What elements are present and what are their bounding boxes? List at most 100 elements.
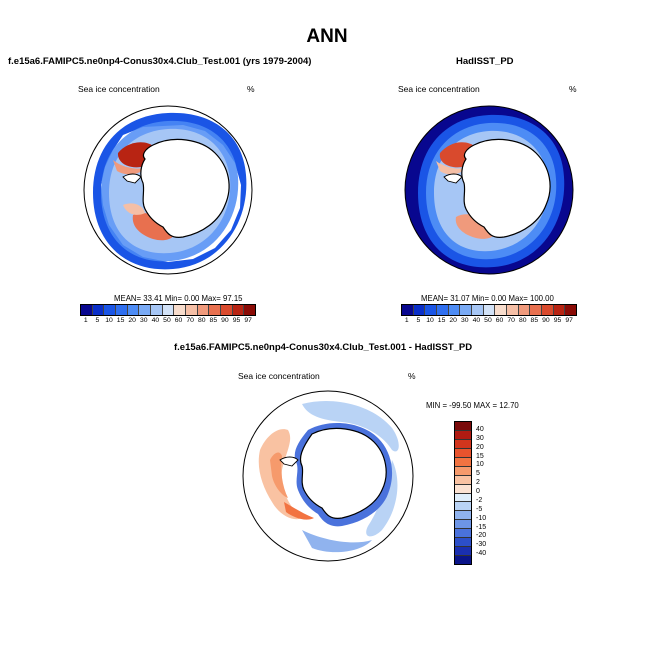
colorbar-tick-label: 80 [197,317,206,324]
colorbar-tick-label: 97 [565,317,573,324]
colorbar-swatch [460,305,473,315]
colorbar-swatch [197,305,210,315]
colorbar-tick-label: 10 [105,317,113,324]
diff-panel-title: f.e15a6.FAMIPC5.ne0np4-Conus30x4.Club_Te… [174,342,473,353]
colorbar-tick-label: 5 [416,317,421,324]
colorbar-tick-label: 80 [518,317,527,324]
colorbar-swatch [162,305,175,315]
colorbar-tick-label: 40 [476,425,484,433]
colorbar-swatch [472,305,484,315]
colorbar-swatch [116,305,128,315]
colorbar-tick-label: 97 [244,317,252,324]
colorbar-swatch [413,305,426,315]
colorbar-tick-label: -15 [476,523,487,531]
colorbar-swatch [455,466,471,476]
main-title: ANN [306,26,348,47]
obs-colorbar [401,304,577,316]
colorbar-swatch [455,538,471,548]
colorbar-swatch [507,305,519,315]
colorbar-swatch [139,305,152,315]
diff-units-label: % [408,371,416,381]
colorbar-swatch [455,475,471,485]
colorbar-swatch [542,305,554,315]
colorbar-swatch [455,439,471,449]
colorbar-tick-label: 70 [507,317,515,324]
colorbar-swatch [455,484,471,494]
colorbar-swatch [455,529,471,539]
colorbar-swatch [530,305,543,315]
obs-variable-label: Sea ice concentration [398,84,480,94]
colorbar-swatch [455,430,471,440]
colorbar-tick-label: 70 [186,317,194,324]
colorbar-swatch [127,305,140,315]
colorbar-swatch [455,502,471,512]
colorbar-tick-label: 1 [83,317,88,324]
colorbar-tick-label: 30 [139,317,148,324]
colorbar-swatch [455,511,471,521]
colorbar-tick-label: -40 [476,550,487,558]
model-polar-map [83,105,253,275]
colorbar-tick-label: 50 [163,317,171,324]
colorbar-swatch [151,305,163,315]
colorbar-tick-label: 30 [476,434,484,442]
colorbar-tick-label: -2 [476,496,483,504]
obs-antarctica [461,138,551,238]
model-variable-label: Sea ice concentration [78,84,160,94]
colorbar-tick-label: 0 [476,488,480,495]
colorbar-swatch [518,305,531,315]
colorbar-swatch [437,305,449,315]
colorbar-swatch [455,422,471,431]
colorbar-tick-label: 10 [476,461,484,469]
colorbar-tick-label: 95 [553,317,562,324]
colorbar-swatch [455,493,471,503]
colorbar-swatch [455,556,471,564]
colorbar-swatch [565,305,577,315]
colorbar-tick-label: -5 [476,505,483,513]
colorbar-swatch [209,305,222,315]
model-units-label: % [247,84,255,94]
colorbar-tick-label: 15 [437,317,446,324]
colorbar-tick-label: 15 [476,452,484,460]
model-antarctica [140,138,230,238]
obs-polar-map [404,105,574,275]
colorbar-swatch [186,305,198,315]
diff-stats: MIN = -99.50 MAX = 12.70 [426,401,519,410]
colorbar-swatch [402,305,414,315]
obs-colorbar-labels: 1 5 10 15 20 30 40 50 60 70 80 85 90 95 97 [401,317,575,324]
colorbar-swatch [455,448,471,458]
colorbar-tick-label: 95 [232,317,241,324]
colorbar-swatch [232,305,245,315]
colorbar-tick-label: 5 [476,470,480,478]
colorbar-tick-label: 40 [151,317,160,324]
colorbar-swatch [553,305,566,315]
colorbar-swatch [425,305,438,315]
model-panel-title: f.e15a6.FAMIPC5.ne0np4-Conus30x4.Club_Te… [8,56,312,67]
colorbar-tick-label: 85 [530,317,539,324]
colorbar-tick-label: 50 [484,317,492,324]
colorbar-tick-label: -10 [476,514,487,522]
colorbar-tick-label: -20 [476,532,487,540]
colorbar-tick-label: 2 [476,479,480,487]
colorbar-tick-label: 20 [449,317,457,324]
colorbar-swatch [174,305,187,315]
colorbar-tick-label: 20 [128,317,136,324]
colorbar-swatch [81,305,93,315]
colorbar-tick-label: -30 [476,541,487,549]
colorbar-tick-label: 90 [221,317,229,324]
obs-panel-title: HadISST_PD [456,56,514,67]
diff-colorbar-labels: 40 30 20 15 10 5 2 0 -2 -5 -10 -15 -20 -30 -40 [476,421,506,563]
colorbar-swatch [455,520,471,530]
obs-stats: MEAN= 31.07 Min= 0.00 Max= 100.00 [421,294,554,303]
colorbar-swatch [448,305,461,315]
model-colorbar-labels: 1 5 10 15 20 30 40 50 60 70 80 85 90 95 97 [80,317,254,324]
colorbar-swatch [483,305,496,315]
colorbar-tick-label: 10 [426,317,434,324]
colorbar-tick-label: 5 [95,317,100,324]
colorbar-swatch [495,305,508,315]
model-stats: MEAN= 33.41 Min= 0.00 Max= 97.15 [114,294,243,303]
obs-units-label: % [569,84,577,94]
colorbar-swatch [455,457,471,467]
colorbar-tick-label: 85 [209,317,218,324]
diff-colorbar [454,421,472,565]
model-colorbar [80,304,256,316]
